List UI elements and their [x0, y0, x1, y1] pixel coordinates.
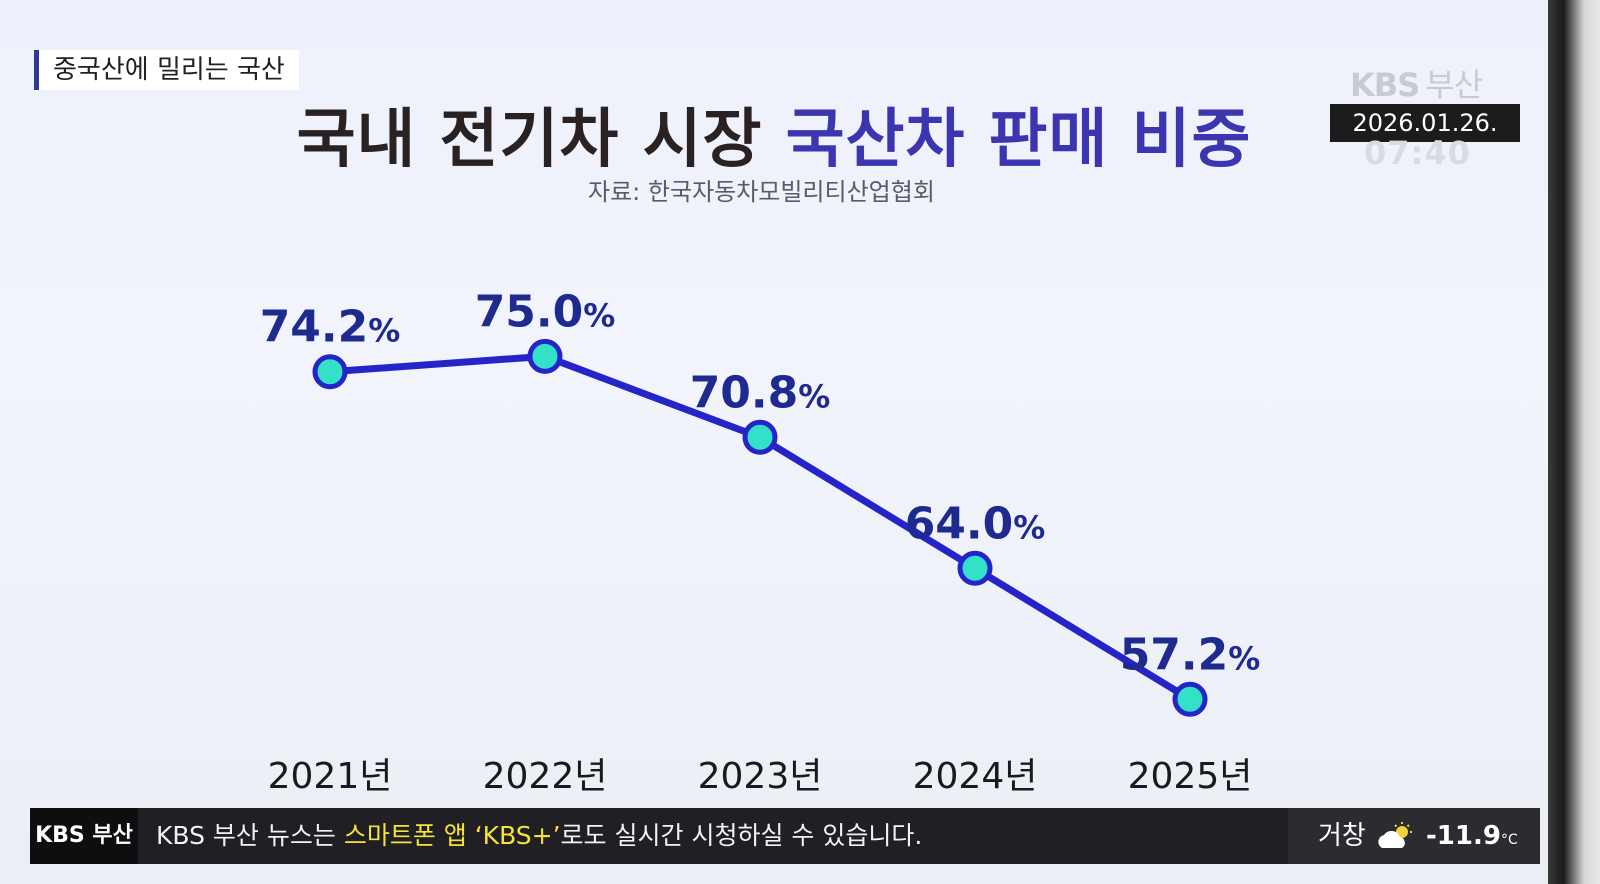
headline-accent: 국산차 판매 비중 [785, 103, 1252, 177]
topic-label: 중국산에 밀리는 국산 [34, 50, 299, 90]
line-chart: 74.2% 2021년 75.0% 2022년 70.8% 2023년 64.0% 2024년… [260, 286, 1261, 797]
data-label-unit: % [798, 377, 830, 415]
data-label: 75.0% [475, 286, 616, 337]
broadcast-time: 07:40 [1364, 134, 1471, 172]
tv-bezel [1548, 0, 1600, 884]
data-label: 57.2% [1120, 629, 1261, 680]
data-point [312, 354, 348, 390]
data-label-unit: % [368, 312, 400, 350]
data-label-value: 64.0 [905, 498, 1014, 549]
channel-logo-sub: 부산 [1425, 66, 1483, 104]
x-tick-label: 2024년 [913, 756, 1038, 797]
data-label: 70.8% [690, 367, 831, 418]
ticker-text-before: KBS 부산 뉴스는 [156, 821, 344, 850]
data-point [1172, 681, 1208, 717]
ticker-text-after: 로도 실시간 시청하실 수 있습니다. [560, 821, 923, 850]
data-label: 64.0% [905, 498, 1046, 549]
data-point [742, 419, 778, 455]
data-label-value: 57.2 [1120, 629, 1229, 680]
weather-widget: 거창 -11.9°C [1288, 808, 1540, 864]
broadcast-date: 2026.01.26. [1330, 104, 1520, 142]
channel-logo-main: KBS [1350, 66, 1420, 104]
ticker-text: KBS 부산 뉴스는 스마트폰 앱 ‘KBS+’로도 실시간 시청하실 수 있습… [156, 808, 922, 864]
data-label-value: 70.8 [690, 367, 799, 418]
headline-dark: 국내 전기차 시장 [296, 103, 763, 177]
data-label-value: 74.2 [260, 302, 369, 353]
x-tick-label: 2021년 [268, 756, 393, 797]
x-tick-label: 2022년 [483, 756, 608, 797]
data-label-unit: % [583, 296, 615, 334]
ticker-logo: KBS 부산 [30, 808, 138, 864]
data-label-unit: % [1013, 508, 1045, 546]
weather-temp-unit: °C [1500, 832, 1518, 848]
broadcast-screen: 중국산에 밀리는 국산 국내 전기차 시장 국산차 판매 비중 자료: 한국자동… [0, 0, 1548, 884]
data-label: 74.2% [260, 302, 401, 353]
data-label-unit: % [1228, 639, 1260, 677]
x-tick-label: 2023년 [698, 756, 823, 797]
headline: 국내 전기차 시장 국산차 판매 비중 [0, 88, 1548, 180]
weather-temp: -11.9°C [1426, 808, 1518, 868]
partly-cloudy-icon [1378, 822, 1412, 848]
ticker-text-highlight: 스마트폰 앱 ‘KBS+’ [343, 821, 561, 850]
data-point [957, 550, 993, 586]
x-tick-label: 2025년 [1128, 756, 1253, 797]
data-label-value: 75.0 [475, 286, 584, 337]
weather-city: 거창 [1318, 821, 1366, 851]
data-point [527, 338, 563, 374]
weather-temp-value: -11.9 [1426, 821, 1501, 851]
news-ticker: KBS 부산 KBS 부산 뉴스는 스마트폰 앱 ‘KBS+’로도 실시간 시청… [30, 808, 1540, 864]
source-note: 자료: 한국자동차모빌리티산업협회 [588, 178, 935, 206]
channel-logo: KBS 부산 [1350, 60, 1483, 106]
